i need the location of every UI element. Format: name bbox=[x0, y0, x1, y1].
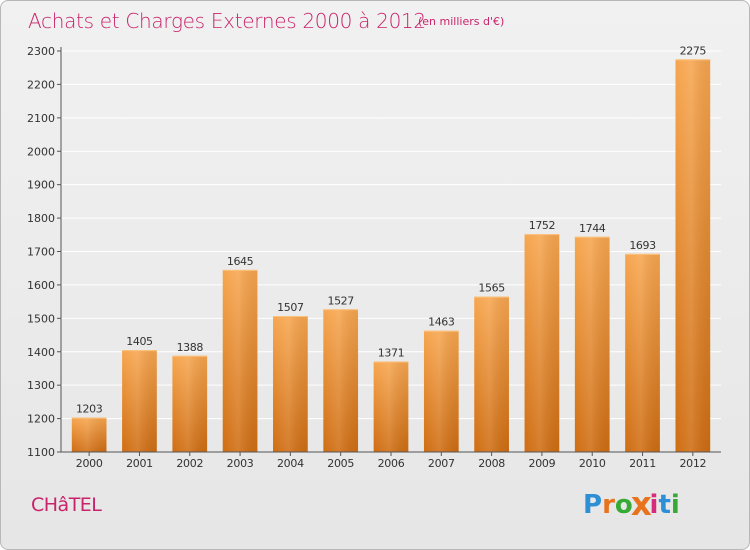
y-tick-label: 1100 bbox=[27, 446, 55, 459]
logo-letter: r bbox=[602, 490, 615, 520]
chart-unit: (en milliers d'€) bbox=[418, 15, 505, 28]
y-tick-label: 1700 bbox=[27, 246, 55, 259]
logo-letter: o bbox=[614, 490, 633, 520]
y-tick-label: 1800 bbox=[27, 212, 55, 225]
bar-shine bbox=[373, 361, 409, 452]
x-tick-label: 2012 bbox=[679, 457, 706, 470]
logo-letter: t bbox=[658, 490, 671, 520]
y-tick-label: 1600 bbox=[27, 279, 55, 292]
data-label: 1565 bbox=[478, 282, 505, 295]
data-label: 1388 bbox=[177, 341, 204, 354]
bar-shine bbox=[71, 417, 107, 452]
data-label: 1463 bbox=[428, 316, 455, 329]
bar-shine bbox=[273, 315, 308, 452]
bar-shine bbox=[222, 269, 258, 452]
y-tick-label: 2100 bbox=[27, 112, 55, 125]
logo-letter: i bbox=[649, 490, 659, 520]
x-tick-label: 2010 bbox=[579, 457, 606, 470]
y-tick-label: 2300 bbox=[27, 45, 55, 58]
data-label: 1744 bbox=[579, 222, 606, 235]
x-tick-label: 2003 bbox=[227, 457, 254, 470]
data-label: 1507 bbox=[277, 301, 304, 314]
data-label: 1371 bbox=[378, 346, 404, 359]
logo-letter: P bbox=[583, 490, 603, 520]
logo-letter: i bbox=[670, 490, 680, 520]
x-tick-label: 2007 bbox=[428, 457, 455, 470]
chart-title: Achats et Charges Externes 2000 à 2012 bbox=[28, 9, 426, 33]
x-tick-label: 2004 bbox=[277, 457, 304, 470]
data-labels: 1203 1405 1388 1645 1507 1527 1371 1463 1565 1752… bbox=[76, 44, 707, 416]
proxiti-logo: Proxiti bbox=[583, 486, 680, 524]
bar-shine bbox=[122, 350, 157, 452]
x-tick-label: 2011 bbox=[629, 457, 656, 470]
y-tick-label: 1500 bbox=[27, 312, 55, 325]
data-label: 1693 bbox=[629, 239, 656, 252]
bar-shine bbox=[625, 253, 660, 452]
x-tick-label: 2009 bbox=[529, 457, 556, 470]
y-tick-label: 2000 bbox=[27, 145, 55, 158]
bar-shine bbox=[423, 330, 459, 452]
data-label: 1405 bbox=[126, 335, 153, 348]
data-label: 1752 bbox=[529, 219, 555, 232]
place-name: CHâTEL bbox=[31, 494, 102, 516]
bar-shine bbox=[524, 234, 560, 452]
x-tick-label: 2002 bbox=[176, 457, 203, 470]
bar-shine bbox=[574, 236, 610, 452]
y-tick-label: 1200 bbox=[27, 413, 55, 426]
y-tick-label: 2200 bbox=[27, 78, 55, 91]
bars bbox=[71, 59, 711, 453]
x-tick-label: 2000 bbox=[76, 457, 103, 470]
axes: 1100 1200 1300 1400 1500 1600 1700 1800 1900 2000… bbox=[27, 45, 721, 470]
data-label: 1645 bbox=[227, 255, 254, 268]
logo-letter: x bbox=[630, 486, 652, 524]
bar-shine bbox=[675, 59, 711, 453]
bar-shine bbox=[474, 296, 509, 452]
data-label: 1527 bbox=[327, 294, 354, 307]
y-tick-label: 1400 bbox=[27, 346, 55, 359]
x-tick-label: 2006 bbox=[378, 457, 405, 470]
y-tick-label: 1300 bbox=[27, 379, 55, 392]
data-label: 2275 bbox=[680, 44, 707, 57]
bar-shine bbox=[323, 309, 359, 452]
data-label: 1203 bbox=[76, 403, 103, 416]
x-tick-label: 2001 bbox=[126, 457, 153, 470]
y-tick-label: 1900 bbox=[27, 179, 55, 192]
x-tick-label: 2005 bbox=[327, 457, 354, 470]
x-tick-label: 2008 bbox=[478, 457, 505, 470]
bar-shine bbox=[172, 355, 208, 452]
